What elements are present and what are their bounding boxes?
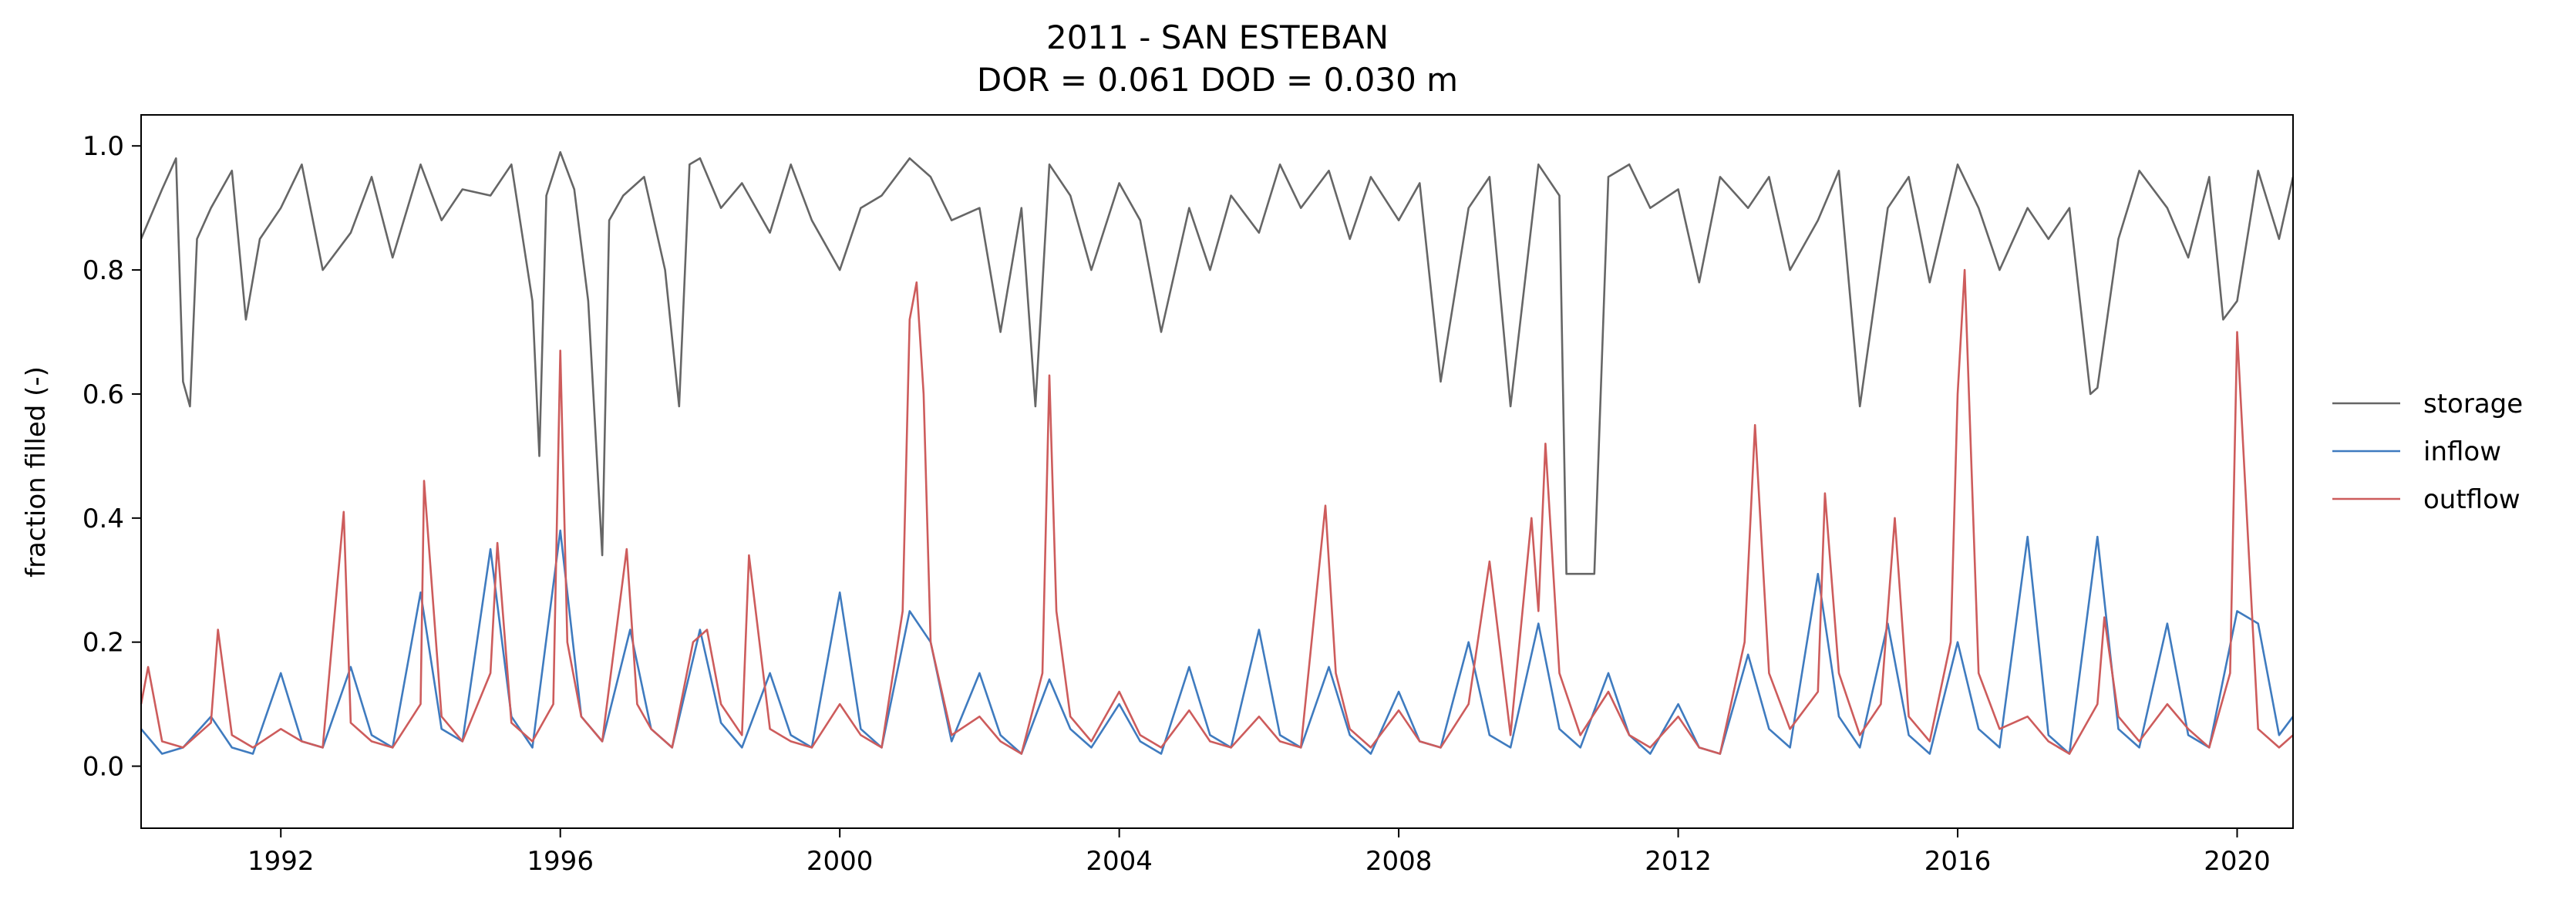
legend-label-inflow: inflow [2423, 436, 2501, 467]
x-tick-label: 2020 [2204, 846, 2271, 877]
legend-label-storage: storage [2423, 389, 2523, 419]
plot-frame [140, 114, 2294, 829]
series-line-storage [140, 151, 2295, 575]
y-tick-label: 0.8 [82, 255, 124, 286]
x-tick-label: 2012 [1645, 846, 1712, 877]
plot-area: 1992 1996 2000 2004 2008 2012 2016 2020 0.00.20… [82, 114, 2295, 877]
y-tick-label: 1.0 [82, 131, 124, 162]
chart-subtitle: DOR = 0.061 DOD = 0.030 m [977, 61, 1458, 99]
series-line-inflow [140, 529, 2295, 755]
x-tick-label: 2016 [1924, 846, 1992, 877]
x-tick-label: 2000 [806, 846, 874, 877]
y-axis: 0.0 0.2 0.4 0.6 0.8 1.0 [82, 131, 141, 783]
y-tick-label: 0.6 [82, 379, 124, 410]
chart-title: 2011 - SAN ESTEBAN [1046, 19, 1389, 56]
x-tick-label: 2008 [1365, 846, 1433, 877]
y-axis-label: fraction filled (-) [21, 366, 52, 578]
series-line-outflow [140, 268, 2294, 755]
legend-label-outflow: outflow [2423, 484, 2520, 515]
y-tick-label: 0.2 [82, 628, 124, 659]
y-tick-label: 0.4 [82, 504, 124, 534]
x-tick-label: 2004 [1086, 846, 1153, 877]
x-tick-label: 1996 [527, 846, 594, 877]
x-tick-label: 1992 [247, 846, 315, 877]
x-axis: 1992 1996 2000 2004 2008 2012 2016 2020 [247, 828, 2271, 877]
y-tick-label: 0.0 [82, 752, 124, 783]
series-layer [140, 151, 2295, 755]
legend: storage inflow outflow [2332, 389, 2523, 515]
